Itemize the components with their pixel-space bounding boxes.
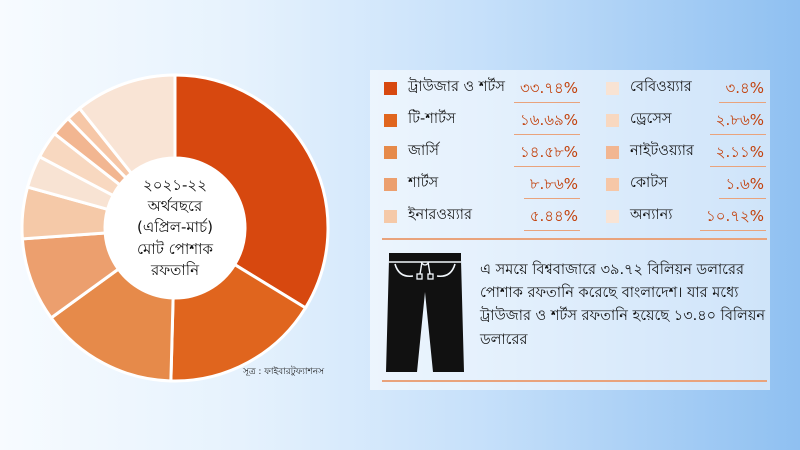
legend-item: বেবিওয়্যার ৩.৪% bbox=[606, 74, 766, 103]
legend-swatch bbox=[606, 113, 619, 127]
legend-label: অন্যান্য bbox=[630, 207, 673, 223]
legend-value: ১৪.৫৮% bbox=[514, 138, 580, 167]
legend-label: নাইটওয়্যার bbox=[630, 143, 694, 159]
center-label-line: ২০২১-২২ bbox=[143, 175, 207, 194]
legend-label: শার্টস bbox=[408, 175, 439, 191]
legend-item: ড্রেসেস ২.৮৬% bbox=[606, 106, 766, 135]
legend-label: জার্সি bbox=[408, 143, 439, 159]
legend-label: কোটস bbox=[630, 175, 668, 191]
legend-label: টি-শার্টস bbox=[408, 111, 456, 127]
legend-swatch bbox=[384, 177, 397, 191]
legend-swatch bbox=[384, 81, 397, 95]
legend-item: জার্সি ১৪.৫৮% bbox=[384, 138, 580, 167]
legend-swatch bbox=[384, 113, 397, 127]
center-label-line: (এপ্রিল-মার্চ) bbox=[137, 218, 213, 237]
donut-hole bbox=[105, 158, 245, 298]
legend-item: অন্যান্য ১০.৭২% bbox=[606, 202, 766, 231]
legend-item: শার্টস ৮.৮৬% bbox=[384, 170, 580, 199]
legend-swatch bbox=[606, 81, 619, 95]
legend-item: নাইটওয়্যার ২.১১% bbox=[606, 138, 766, 167]
center-label: ২০২১-২২ অর্থবছরে (এপ্রিল-মার্চ) মোট পোশা… bbox=[105, 158, 245, 298]
center-label-line: মোট পোশাক bbox=[136, 239, 214, 258]
center-label-line: রফতানি bbox=[150, 260, 200, 279]
legend-value: ৩৩.৭৪% bbox=[513, 74, 580, 103]
legend-label: ড্রেসেস bbox=[630, 111, 672, 127]
center-label-line: অর্থবছরে bbox=[147, 197, 203, 216]
legend-swatch bbox=[384, 145, 397, 159]
legend-swatch bbox=[606, 209, 619, 223]
summary-note: এ সময়ে বিশ্ববাজারে ৩৯.৭২ বিলিয়ন ডলারের… bbox=[480, 262, 766, 348]
legend-swatch bbox=[384, 209, 397, 223]
divider-top bbox=[382, 238, 767, 240]
legend-swatch bbox=[606, 145, 619, 159]
legend-value: ১.৬% bbox=[719, 170, 766, 199]
legend-value: ৮.৮৬% bbox=[523, 170, 580, 199]
divider-bottom bbox=[382, 380, 767, 382]
legend-label: ইনারওয়্যার bbox=[408, 207, 472, 223]
legend-item: টি-শার্টস ১৬.৬৯% bbox=[384, 106, 580, 135]
legend-item: ট্রাউজার ও শর্টস ৩৩.৭৪% bbox=[384, 74, 580, 103]
legend-value: ২.৮৬% bbox=[709, 106, 766, 135]
legend-value: ৩.৪% bbox=[719, 74, 766, 103]
legend-item: কোটস ১.৬% bbox=[606, 170, 766, 199]
source-note: সূত্র : ফাইবারটুফ্যাশনস bbox=[243, 367, 325, 377]
legend-value: ১০.৭২% bbox=[699, 202, 766, 231]
legend-value: ৫.৪৪% bbox=[523, 202, 580, 231]
legend-label: বেবিওয়্যার bbox=[630, 79, 692, 95]
legend-item: ইনারওয়্যার ৫.৪৪% bbox=[384, 202, 580, 231]
trousers-icon bbox=[386, 253, 464, 372]
legend-value: ১৬.৬৯% bbox=[514, 106, 580, 135]
legend-label: ট্রাউজার ও শর্টস bbox=[408, 79, 505, 95]
legend-swatch bbox=[606, 177, 619, 191]
donut-chart bbox=[20, 73, 330, 383]
legend-value: ২.১১% bbox=[709, 138, 766, 167]
